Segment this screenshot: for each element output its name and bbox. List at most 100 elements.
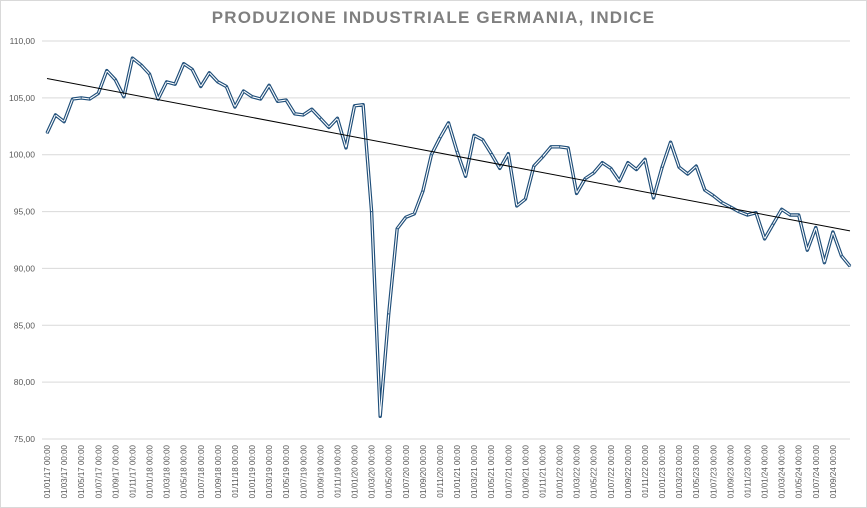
y-tick-label: 90,00 [14, 263, 36, 273]
x-tick-label: 01/07/19 00:00 [299, 444, 308, 498]
data-point [396, 228, 398, 230]
data-point [601, 162, 603, 164]
x-tick-label: 01/09/18 00:00 [214, 444, 223, 498]
data-point [593, 172, 595, 174]
x-tick-label: 01/05/22 00:00 [590, 444, 599, 498]
y-tick-label: 110,00 [10, 36, 36, 46]
x-tick-label: 01/07/24 00:00 [812, 444, 821, 498]
data-point [584, 178, 586, 180]
data-point [772, 223, 774, 225]
data-point [362, 104, 364, 106]
x-tick-label: 01/11/21 00:00 [538, 444, 547, 497]
data-point [721, 201, 723, 204]
x-tick-label: 01/03/22 00:00 [573, 444, 582, 498]
x-tick-label: 01/01/18 00:00 [146, 444, 155, 498]
data-point [63, 121, 65, 123]
data-point [627, 162, 629, 164]
data-point [516, 205, 518, 207]
x-tick-label: 01/09/21 00:00 [521, 444, 530, 498]
data-point [806, 249, 808, 251]
data-point [644, 158, 646, 160]
x-tick-label: 01/01/22 00:00 [556, 444, 565, 498]
x-tick-label: 01/07/21 00:00 [504, 444, 513, 498]
x-tick-label: 01/05/21 00:00 [487, 444, 496, 498]
data-point [413, 213, 415, 215]
x-tick-label: 01/03/21 00:00 [470, 444, 479, 498]
data-point [541, 156, 544, 158]
data-point [815, 226, 817, 229]
x-tick-label: 01/07/23 00:00 [709, 444, 718, 498]
data-point [353, 105, 356, 107]
data-point [832, 231, 834, 233]
data-point [533, 165, 535, 167]
data-point [183, 63, 185, 65]
data-point [46, 132, 48, 134]
data-point [106, 70, 108, 72]
data-point [72, 98, 74, 100]
data-point [499, 167, 501, 169]
data-point [729, 206, 732, 208]
data-point [379, 415, 381, 417]
data-point [54, 114, 57, 116]
x-tick-label: 01/01/20 00:00 [351, 444, 360, 498]
x-tick-label: 01/03/19 00:00 [265, 444, 274, 498]
data-point [166, 81, 168, 83]
data-point [764, 238, 766, 240]
y-tick-label: 105,00 [9, 93, 35, 103]
data-point [652, 197, 655, 199]
x-tick-label: 01/05/20 00:00 [385, 444, 394, 498]
data-point [670, 141, 672, 143]
x-tick-label: 01/11/22 00:00 [641, 444, 650, 497]
data-point [319, 117, 321, 119]
data-point [294, 113, 296, 115]
data-point [174, 83, 176, 85]
data-point [277, 100, 279, 102]
data-point [388, 313, 390, 315]
data-point [328, 126, 330, 128]
data-point [439, 137, 441, 139]
data-point [422, 190, 424, 192]
x-tick-label: 01/03/20 00:00 [368, 444, 377, 498]
x-tick-label: 01/05/23 00:00 [692, 444, 701, 498]
x-tick-label: 01/03/23 00:00 [675, 444, 684, 498]
data-point [148, 73, 151, 75]
x-tick-label: 01/07/17 00:00 [94, 444, 103, 498]
data-point [465, 175, 467, 177]
data-point [447, 122, 450, 124]
x-tick-label: 01/07/20 00:00 [402, 444, 411, 498]
y-tick-label: 75,00 [14, 434, 36, 444]
data-point [849, 265, 851, 267]
x-axis: 01/01/17 00:00 01/03/17 00:00 01/05/17 00:… [43, 444, 838, 498]
data-point [114, 79, 116, 81]
data-point [225, 85, 227, 88]
data-point [576, 192, 578, 194]
data-point [507, 153, 509, 155]
x-tick-label: 01/09/19 00:00 [316, 444, 325, 498]
data-point [89, 98, 91, 100]
data-point [217, 81, 219, 83]
x-tick-label: 01/01/24 00:00 [761, 444, 770, 498]
data-point [285, 99, 287, 101]
y-tick-label: 95,00 [14, 207, 36, 217]
x-tick-label: 01/09/24 00:00 [829, 444, 838, 498]
data-point [311, 108, 313, 110]
x-tick-label: 01/09/22 00:00 [624, 444, 633, 498]
data-point [200, 85, 202, 88]
data-point [798, 214, 800, 216]
x-tick-label: 01/01/19 00:00 [248, 444, 257, 498]
data-point [405, 216, 407, 218]
data-point [618, 180, 621, 182]
data-point [704, 189, 706, 191]
x-tick-label: 01/11/23 00:00 [743, 444, 752, 497]
data-point [823, 262, 826, 264]
data-point [430, 154, 432, 156]
data-point [191, 68, 193, 70]
data-point [234, 106, 236, 108]
data-point [97, 92, 99, 94]
data-point [559, 146, 561, 148]
data-point [746, 214, 749, 216]
data-point [80, 97, 82, 99]
x-tick-label: 01/11/18 00:00 [231, 444, 240, 497]
data-point [336, 117, 338, 119]
